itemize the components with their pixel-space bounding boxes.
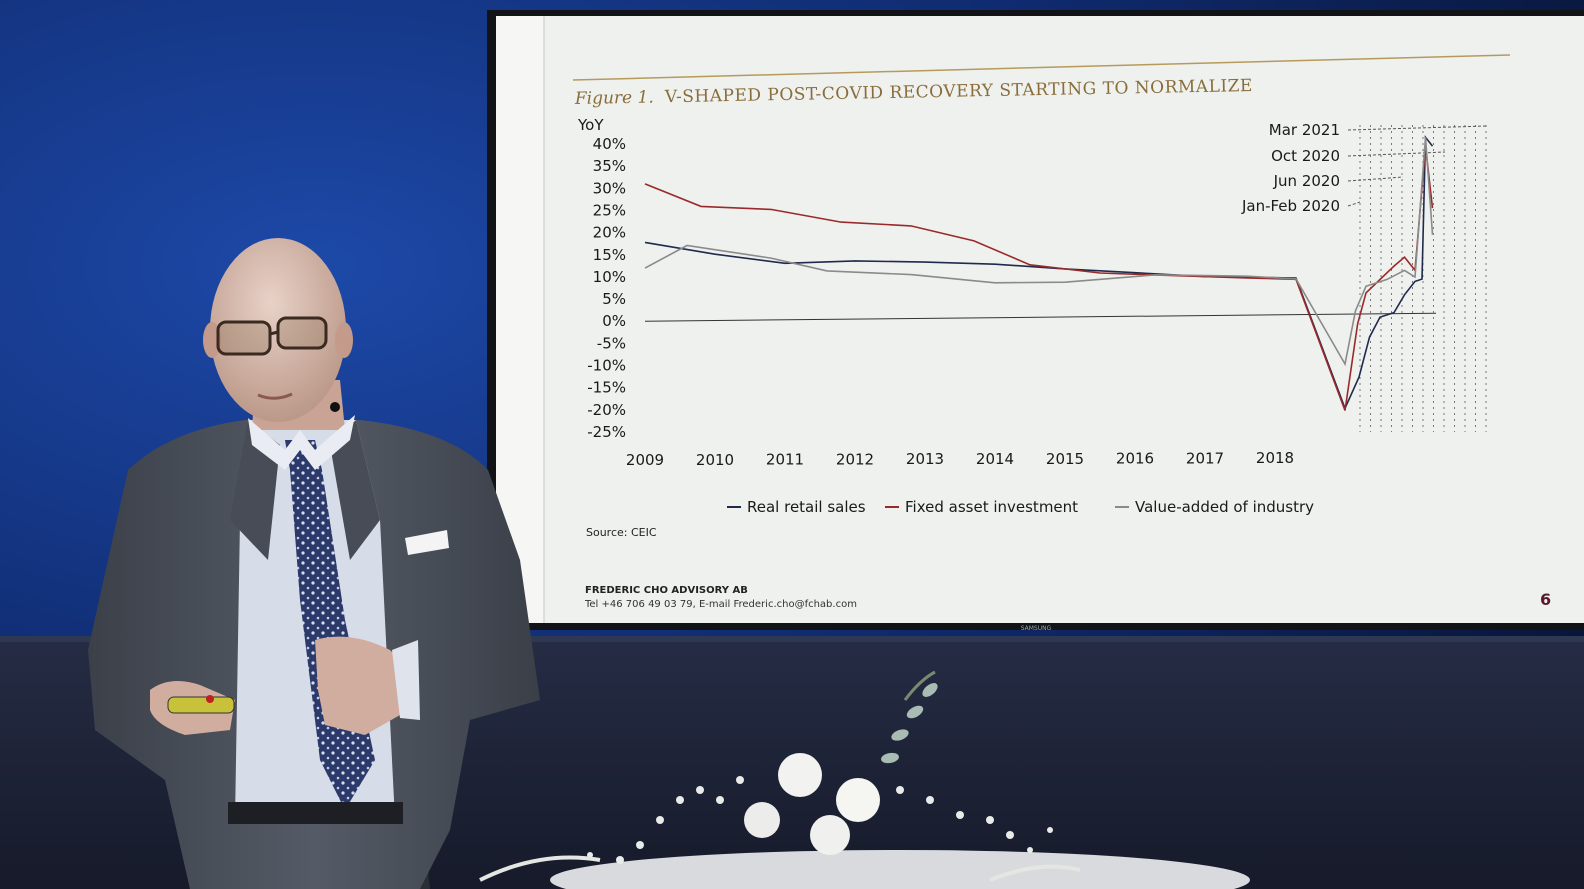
source-note: Source: CEIC bbox=[586, 526, 657, 539]
legend-label: Fixed asset investment bbox=[905, 498, 1078, 516]
glasses-left-lens bbox=[216, 320, 272, 356]
right-cuff bbox=[392, 640, 420, 720]
x-tick-label: 2014 bbox=[976, 450, 1014, 468]
y-tick-label: -10% bbox=[587, 357, 626, 375]
y-axis-label: YoY bbox=[577, 116, 604, 134]
y-tick-label: 5% bbox=[602, 290, 626, 308]
period-annotation: Jan-Feb 2020 bbox=[1241, 197, 1340, 215]
y-tick-label: 30% bbox=[593, 179, 626, 197]
mouth bbox=[257, 392, 293, 400]
x-tick-label: 2015 bbox=[1046, 450, 1084, 468]
right-ear bbox=[335, 322, 353, 358]
annotation-leader bbox=[1347, 151, 1446, 157]
white-rose bbox=[836, 778, 880, 822]
annotation-leader bbox=[1347, 201, 1361, 207]
y-tick-label: 40% bbox=[593, 135, 626, 153]
table-top bbox=[550, 850, 1250, 889]
y-tick-label: -15% bbox=[587, 379, 626, 397]
right-hand bbox=[315, 636, 410, 735]
x-tick-label: 2011 bbox=[766, 451, 804, 469]
y-tick-label: 25% bbox=[593, 201, 626, 219]
zero-baseline bbox=[644, 312, 1437, 322]
headset-microphone bbox=[330, 402, 340, 412]
right-lapel bbox=[330, 420, 380, 560]
flower-arrangement bbox=[479, 670, 1250, 889]
tv-brand-logo: SAMSUNG bbox=[1021, 625, 1052, 632]
x-tick-label: 2010 bbox=[696, 451, 734, 469]
y-tick-label: -25% bbox=[587, 423, 626, 441]
x-tick-label: 2018 bbox=[1256, 449, 1294, 467]
y-tick-label: 35% bbox=[593, 157, 626, 175]
period-annotation: Jun 2020 bbox=[1273, 172, 1340, 190]
presenter bbox=[88, 238, 540, 889]
legend-label: Real retail sales bbox=[747, 498, 866, 516]
footer-contact: Tel +46 706 49 03 79, E-mail Frederic.ch… bbox=[584, 599, 857, 610]
series-line bbox=[644, 146, 1434, 411]
presentation-slide: Figure 1. V-SHAPED POST-COVID RECOVERY S… bbox=[572, 54, 1551, 610]
x-tick-label: 2017 bbox=[1186, 449, 1224, 467]
white-rose bbox=[744, 802, 780, 838]
y-tick-label: 20% bbox=[593, 224, 626, 242]
annotation-leader bbox=[1347, 125, 1488, 131]
pocket-square bbox=[405, 530, 449, 555]
y-tick-label: -5% bbox=[597, 334, 626, 352]
period-annotation: Oct 2020 bbox=[1271, 147, 1340, 165]
legend-label: Value-added of industry bbox=[1135, 498, 1314, 516]
x-tick-label: 2013 bbox=[906, 450, 944, 468]
period-annotation: Mar 2021 bbox=[1269, 121, 1340, 139]
belt bbox=[228, 802, 403, 824]
glasses-right-lens bbox=[276, 316, 328, 350]
white-rose bbox=[778, 753, 822, 797]
presentation-clicker bbox=[167, 696, 235, 714]
x-tick-label: 2012 bbox=[836, 450, 874, 468]
tv-screen bbox=[496, 16, 1584, 623]
x-tick-label: 2016 bbox=[1116, 450, 1154, 468]
white-rose bbox=[810, 815, 850, 855]
annotation-leader bbox=[1347, 176, 1404, 182]
title-rule bbox=[572, 54, 1511, 81]
page-number: 6 bbox=[1540, 590, 1551, 609]
x-tick-label: 2009 bbox=[626, 451, 664, 469]
sofa-edge bbox=[0, 636, 1584, 642]
y-tick-label: 10% bbox=[593, 268, 626, 286]
figure-label: Figure 1. bbox=[574, 87, 654, 109]
y-tick-label: -20% bbox=[587, 401, 626, 419]
series-line bbox=[644, 137, 1434, 367]
shirt-collar bbox=[248, 415, 355, 470]
footer-company: FREDERIC CHO ADVISORY AB bbox=[585, 585, 748, 596]
y-tick-label: 0% bbox=[602, 312, 626, 330]
y-tick-label: 15% bbox=[593, 246, 626, 264]
